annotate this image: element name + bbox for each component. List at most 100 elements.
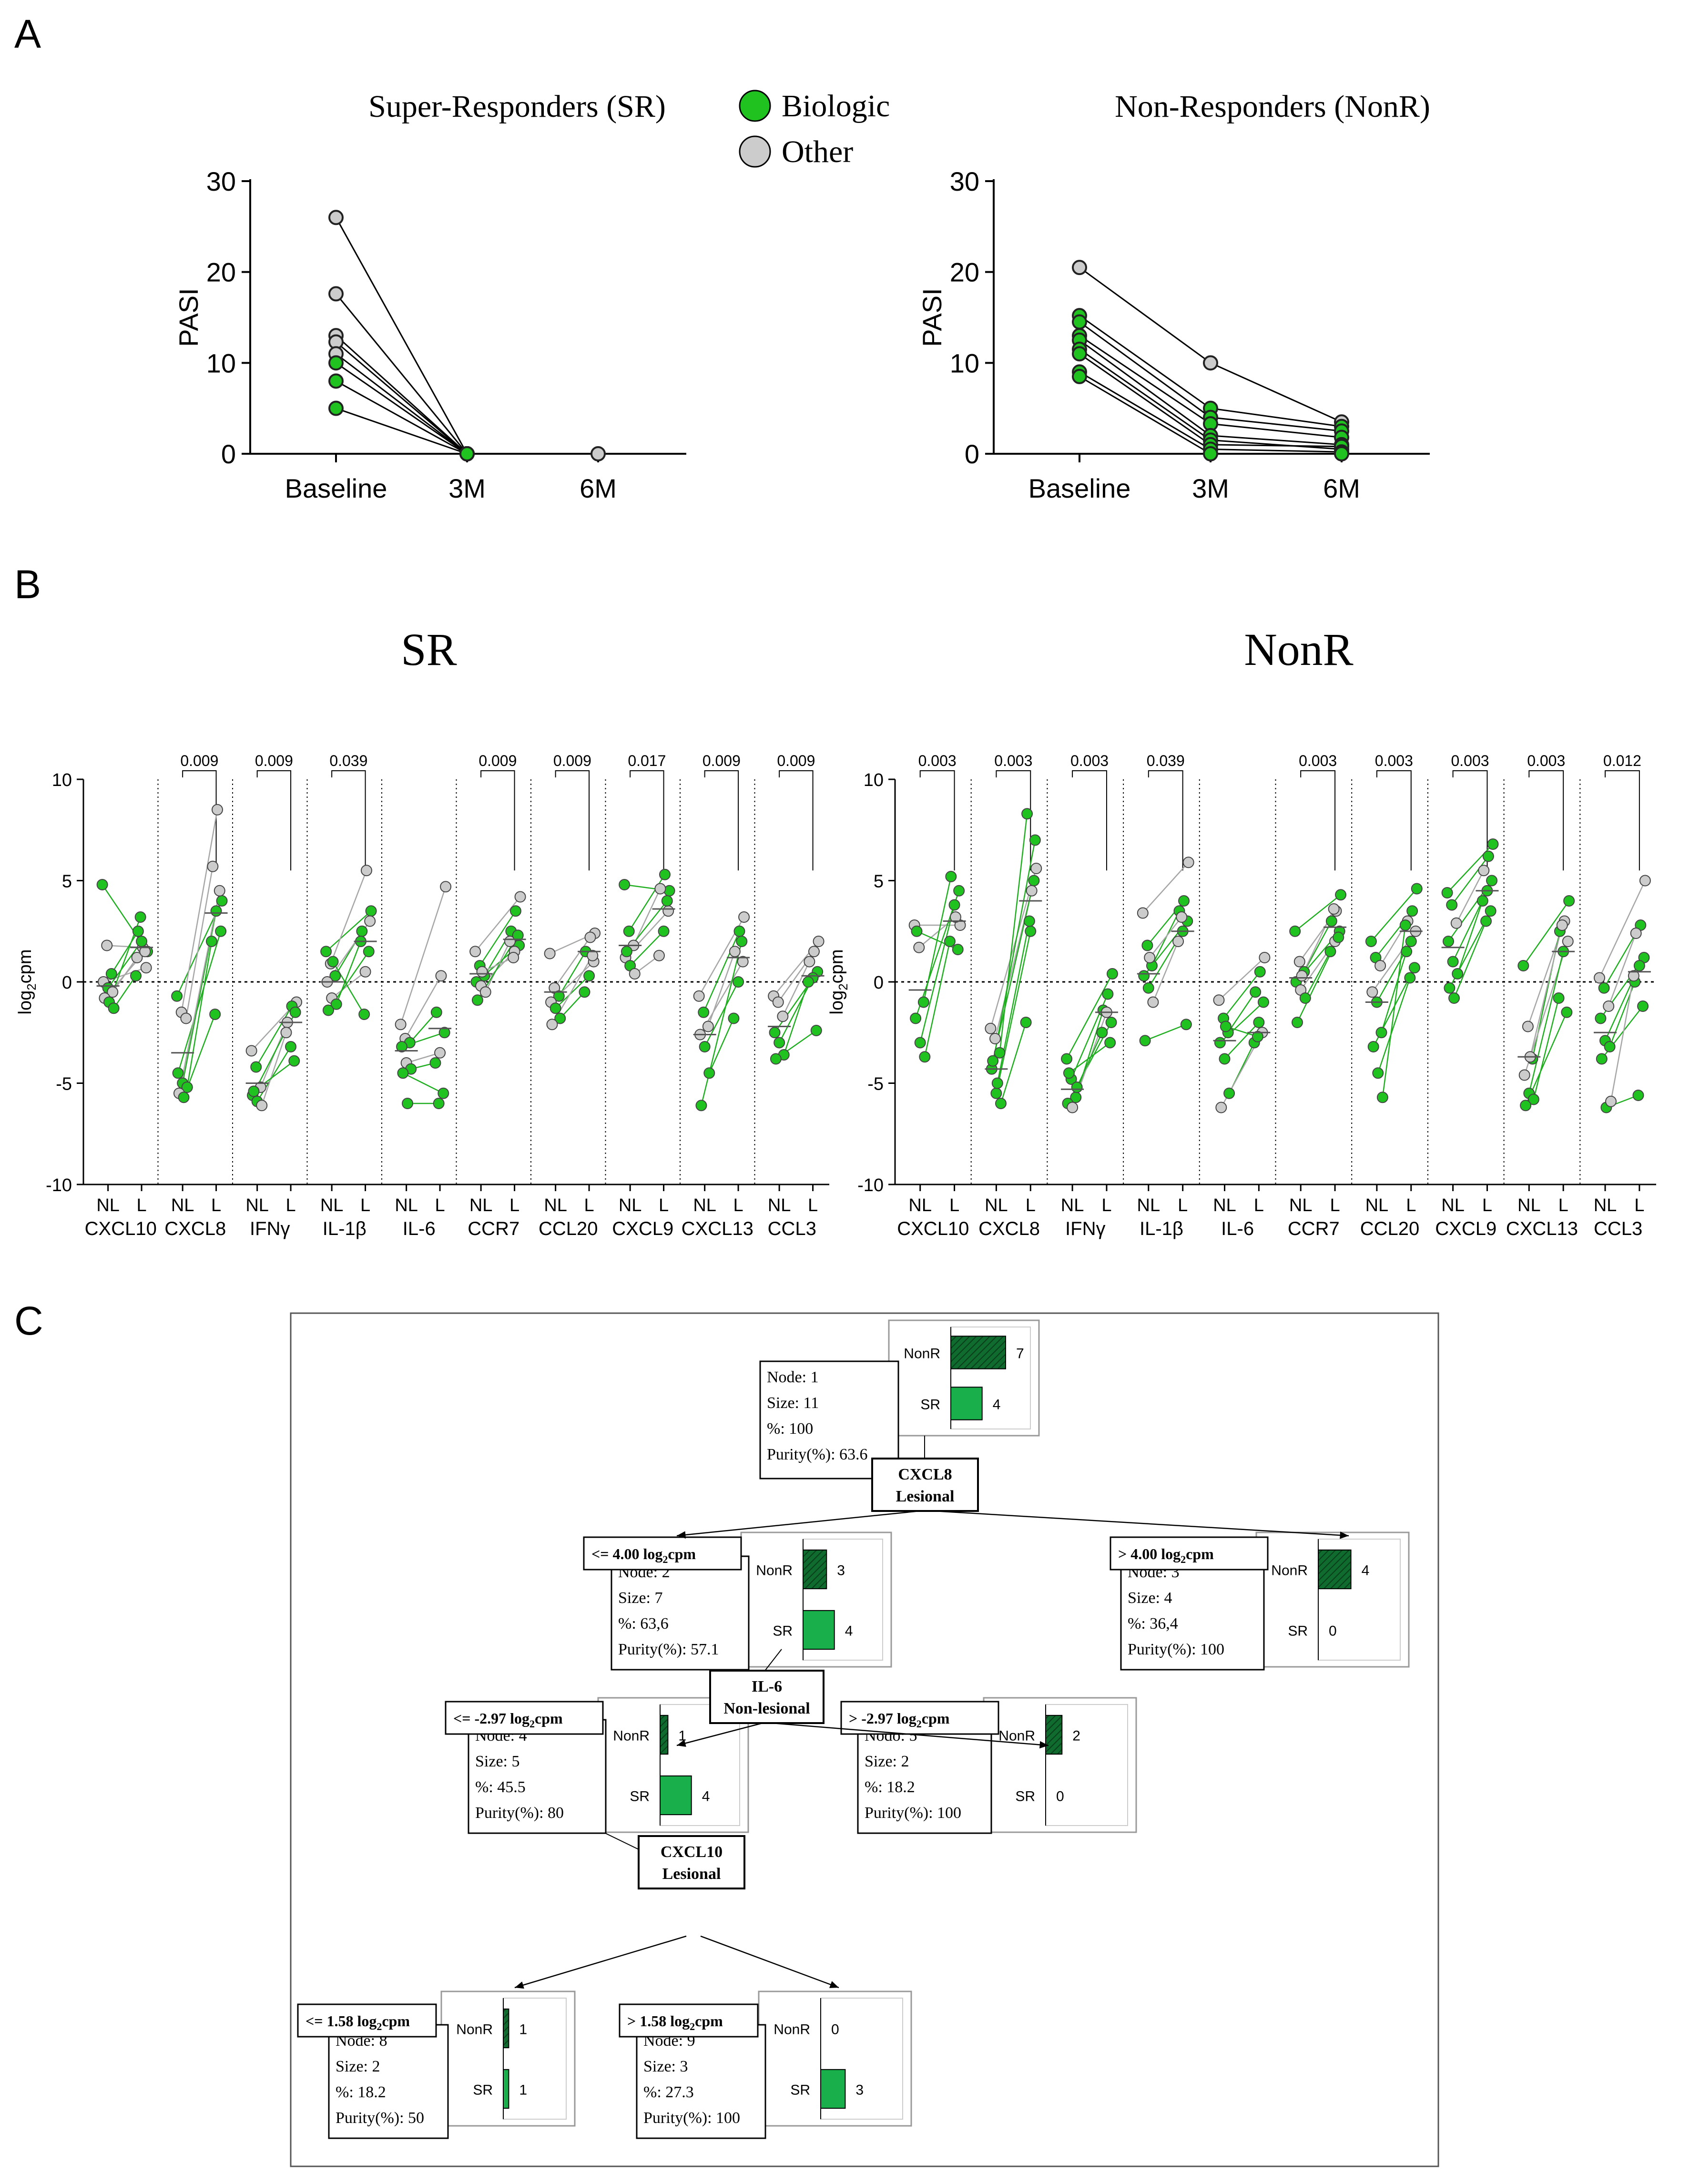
p-value-label: 0.003 (1070, 752, 1109, 769)
data-point-nl (770, 1053, 782, 1065)
pair-line (999, 814, 1028, 1053)
x-tick-label: NL (985, 1195, 1008, 1215)
data-point-nl (476, 966, 488, 978)
data-point-l (1252, 1031, 1263, 1042)
bar-class-label: SR (790, 2082, 810, 2098)
data-point-l (1106, 968, 1118, 980)
bar-class-label: SR (773, 1623, 793, 1639)
data-point-nl (769, 1027, 781, 1039)
significance-bracket (1148, 770, 1183, 871)
data-point-l (583, 970, 595, 982)
pair-line (628, 874, 666, 932)
data-point-l (1254, 966, 1266, 978)
data-point-l (587, 949, 599, 961)
data-point-l (736, 936, 748, 947)
pair-line (783, 981, 809, 1055)
arrow-head (677, 1739, 686, 1747)
x-tick-label: L (211, 1195, 221, 1215)
data-point-nl (96, 879, 108, 890)
data-point-nl (695, 1100, 707, 1112)
data-point-nl (1517, 960, 1529, 971)
data-point-l (435, 970, 447, 982)
bar-count-label: 2 (1072, 1728, 1080, 1744)
data-point-nl (181, 1082, 193, 1093)
data-point-l (440, 881, 452, 893)
series-line (1210, 435, 1342, 446)
gene-label: CXCL9 (612, 1218, 673, 1239)
data-point-l (429, 1057, 441, 1069)
x-tick-label: NL (544, 1195, 567, 1215)
data-point-l (945, 871, 957, 882)
pair-line (1451, 856, 1489, 906)
pair-line (1066, 973, 1113, 1060)
y-tick-label: 5 (62, 872, 72, 892)
data-point-l (358, 1009, 370, 1020)
data-point-nl (995, 1098, 1007, 1109)
data-point-nl (1374, 960, 1386, 971)
condition-box (619, 2003, 759, 2038)
pair-line (630, 930, 664, 966)
p-value-label: 0.003 (918, 752, 957, 769)
pasi-nonr-chart: Non-Responders (NonR) 0 10 20 30 Baseline 3M 6M… (917, 89, 1430, 503)
legend: Biologic Other (739, 89, 890, 169)
pair-line (924, 941, 951, 1057)
data-point-l (365, 905, 377, 917)
data-point-nl (178, 1092, 190, 1103)
x-tick-label: L (285, 1195, 295, 1215)
data-point-nl (553, 990, 565, 1002)
series-line (1210, 423, 1342, 439)
tree-connector (764, 1649, 782, 1671)
bar-count-label: 1 (519, 2082, 527, 2098)
data-point-nl (619, 879, 631, 890)
data-point-nl (629, 968, 641, 980)
pair-line (178, 890, 220, 1093)
pair-line (1000, 1022, 1027, 1104)
data-point-nl (1450, 917, 1462, 929)
pair-line (1523, 900, 1570, 966)
pair-line (331, 971, 366, 999)
significance-bracket (480, 770, 515, 871)
series-line (1079, 315, 1211, 409)
legend-other-marker (739, 135, 771, 168)
data-point-nl (1139, 1035, 1151, 1047)
condition-box (1110, 1536, 1269, 1571)
significance-bracket (1528, 770, 1564, 871)
bar-count-label: 7 (1016, 1346, 1024, 1362)
data-point-l (1485, 905, 1497, 917)
significance-bracket (1376, 770, 1412, 871)
node-info-line: Node: 1 (767, 1368, 819, 1386)
data-point (459, 446, 475, 461)
node-info-box (1120, 1555, 1265, 1671)
gene-label: IFNγ (250, 1218, 290, 1239)
series-line (335, 293, 468, 454)
data-point-l (1405, 936, 1417, 947)
data-point-l (1257, 996, 1269, 1008)
data-point-l (280, 1027, 292, 1039)
pair-line (1069, 1042, 1110, 1074)
x-tick-label: NL (395, 1195, 418, 1215)
series-line (335, 217, 468, 454)
y-tick-label: 0 (221, 439, 236, 469)
data-point (328, 355, 344, 371)
data-point-l (738, 911, 750, 923)
pair-line (186, 941, 213, 1088)
bar-class-label: NonR (774, 2022, 810, 2038)
pair-line (409, 1011, 437, 1043)
node-bar-plot (1045, 1704, 1128, 1826)
data-point-nl (172, 1067, 184, 1079)
series-line (1079, 348, 1211, 441)
data-point-nl (914, 1037, 926, 1049)
chart-title: NonR (1244, 624, 1353, 675)
data-point-l (733, 925, 745, 937)
pair-line (185, 866, 214, 1019)
x-tick-label: NL (1365, 1195, 1389, 1215)
data-point-l (288, 1055, 300, 1067)
gene-label: CXCL10 (85, 1218, 157, 1239)
significance-bracket (1452, 770, 1488, 871)
x-tick-label: L (1178, 1195, 1188, 1215)
data-point-l (1639, 875, 1651, 887)
pair-line (1456, 870, 1485, 924)
pair-line (1224, 1022, 1260, 1060)
tree-connector (605, 1833, 639, 1850)
